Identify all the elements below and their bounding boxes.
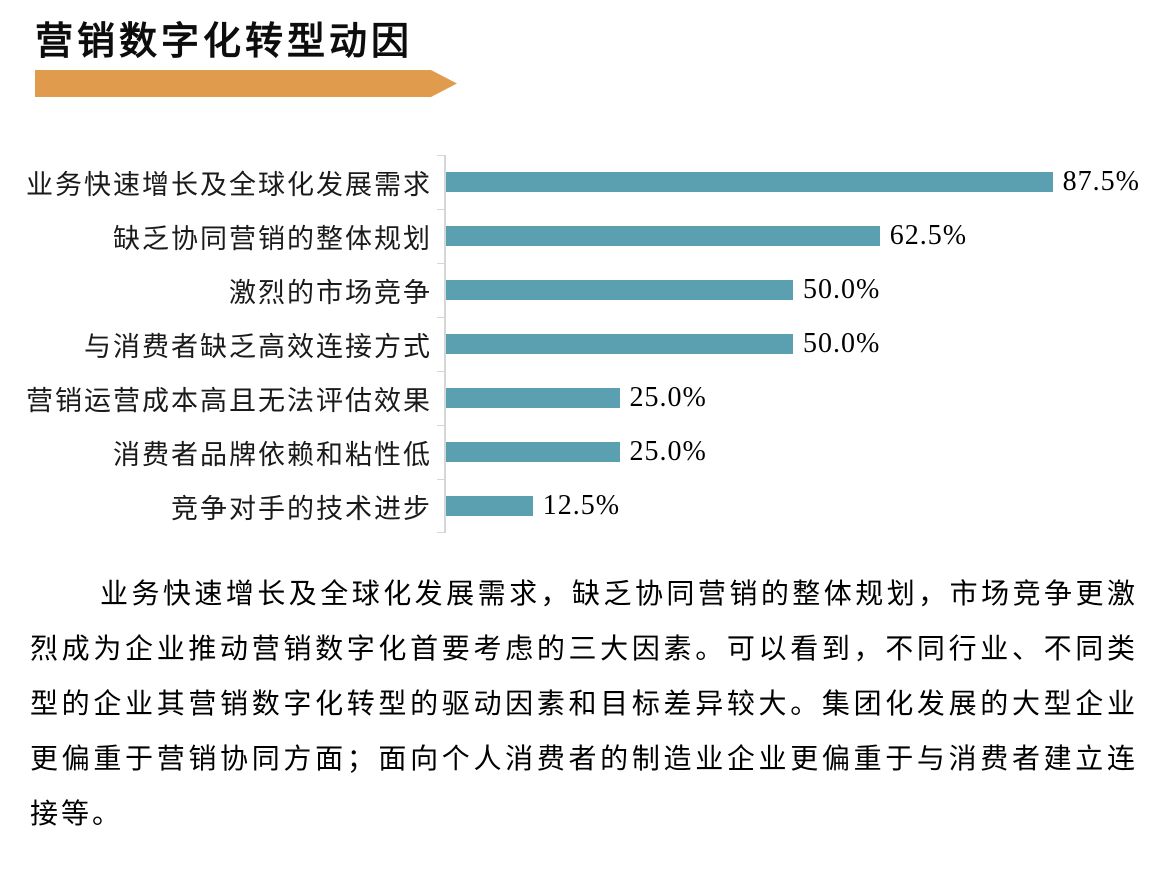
value-label: 87.5% xyxy=(1062,166,1140,197)
bar xyxy=(446,496,533,516)
value-label: 50.0% xyxy=(803,328,881,359)
axis-tick xyxy=(437,155,446,156)
category-label: 竞争对手的技术进步 xyxy=(171,493,432,524)
chart-row: 62.5% xyxy=(446,209,1140,263)
chart-row: 50.0% xyxy=(446,263,1140,317)
chart-row: 25.0% xyxy=(446,371,1140,425)
axis-tick xyxy=(437,263,446,264)
category-label: 激烈的市场竞争 xyxy=(229,277,432,308)
bar xyxy=(446,442,620,462)
category-label: 消费者品牌依赖和粘性低 xyxy=(113,439,432,470)
bar-chart: 业务快速增长及全球化发展需求 缺乏协同营销的整体规划 激烈的市场竞争 与消费者缺… xyxy=(0,155,1140,533)
body-paragraph: 业务快速增长及全球化发展需求，缺乏协同营销的整体规划，市场竞争更激烈成为企业推动… xyxy=(30,579,1138,830)
value-label: 62.5% xyxy=(889,220,968,251)
chart-row: 25.0% xyxy=(446,425,1140,479)
bar xyxy=(446,226,880,246)
category-axis: 业务快速增长及全球化发展需求 缺乏协同营销的整体规划 激烈的市场竞争 与消费者缺… xyxy=(0,155,444,533)
bar xyxy=(446,172,1053,192)
category-label: 业务快速增长及全球化发展需求 xyxy=(26,169,432,200)
page-title: 营销数字化转型动因 xyxy=(35,21,414,63)
value-label: 12.5% xyxy=(542,490,621,521)
axis-tick xyxy=(437,532,446,533)
category-label: 与消费者缺乏高效连接方式 xyxy=(84,331,432,362)
axis-tick xyxy=(437,209,446,210)
axis-tick xyxy=(437,425,446,426)
value-label: 25.0% xyxy=(629,436,707,467)
bar xyxy=(446,388,620,408)
axis-tick xyxy=(437,317,446,318)
title-arrow-banner xyxy=(35,70,457,97)
axis-tick xyxy=(437,371,446,372)
chart-row: 87.5% xyxy=(446,155,1140,209)
plot-area: 87.5% 62.5% 50.0% 50.0% 25.0% 25.0% 12.5… xyxy=(437,155,1140,533)
chart-row: 50.0% xyxy=(446,317,1140,371)
bar xyxy=(446,334,793,354)
chart-row: 12.5% xyxy=(446,479,1140,533)
value-label: 25.0% xyxy=(629,382,707,413)
category-label: 缺乏协同营销的整体规划 xyxy=(113,223,432,254)
bar xyxy=(446,280,793,300)
axis-tick xyxy=(437,479,446,480)
category-label: 营销运营成本高且无法评估效果 xyxy=(26,385,432,416)
value-label: 50.0% xyxy=(803,274,881,305)
